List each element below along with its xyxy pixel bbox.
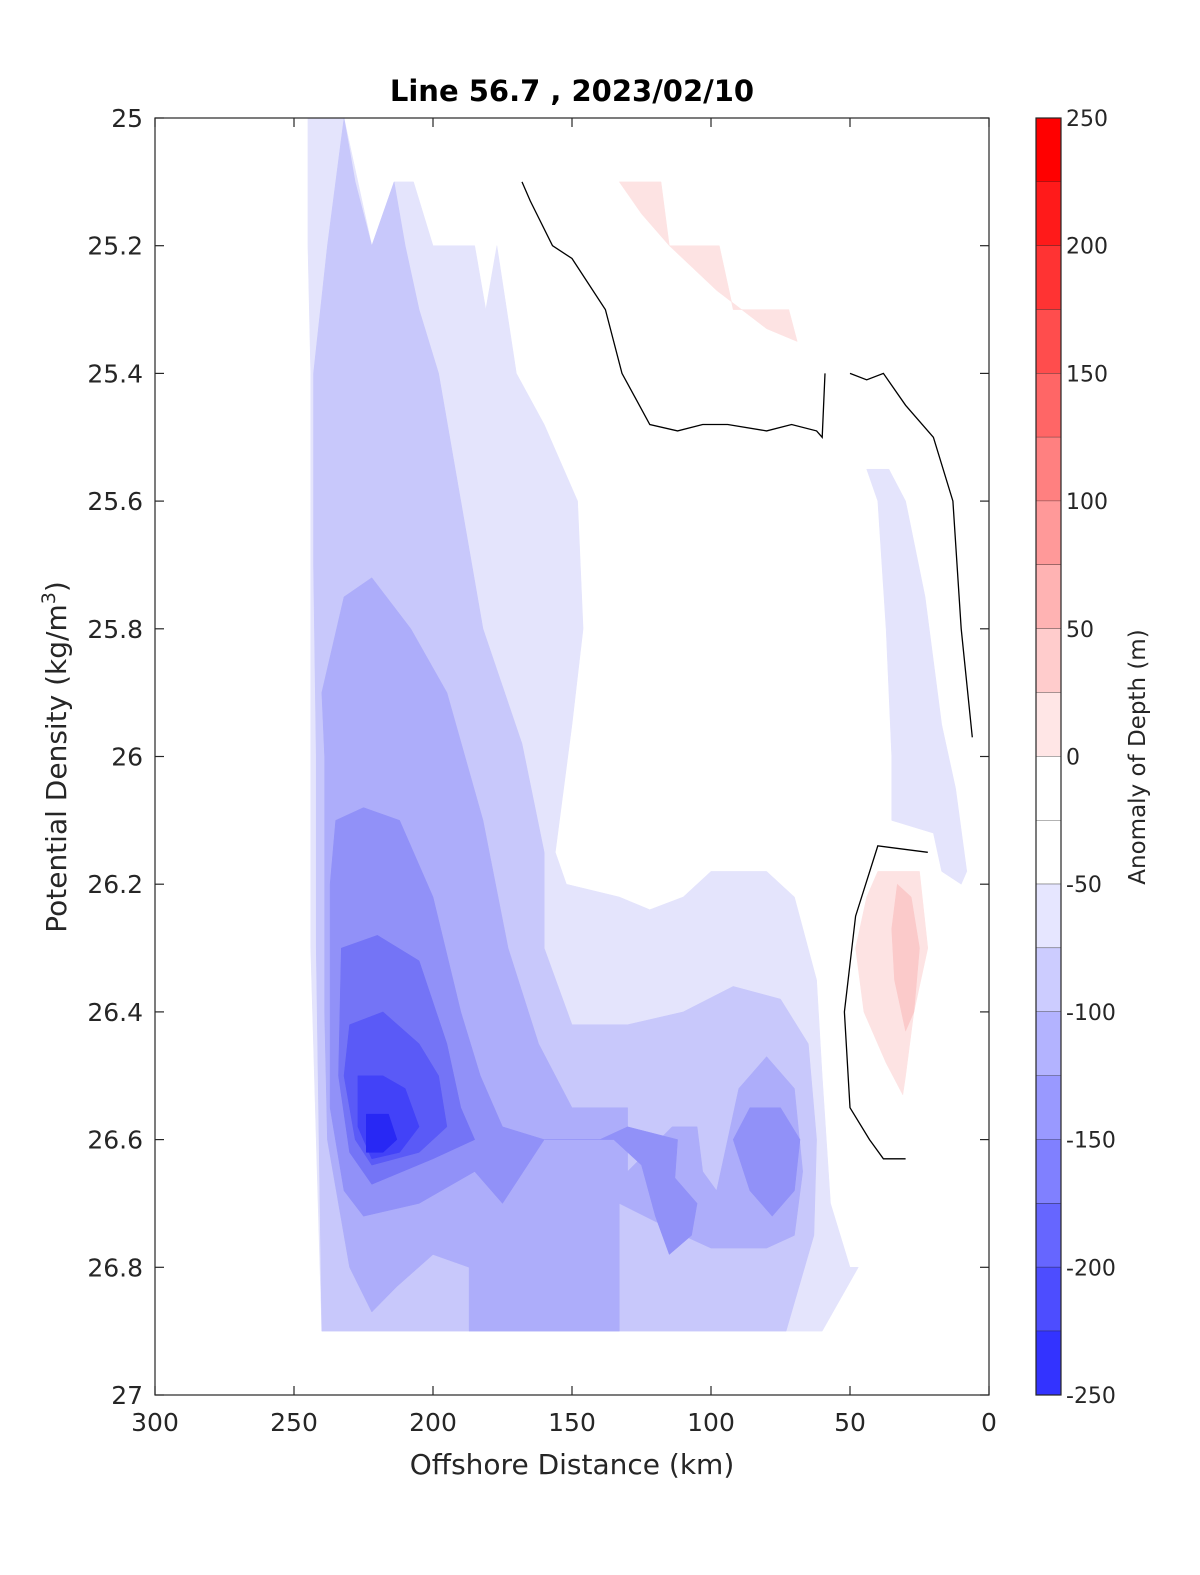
y-tick-label: 26 — [111, 743, 143, 772]
contour-regions — [307, 117, 968, 1332]
colorbar-tick-label: 150 — [1066, 362, 1108, 387]
colorbar-tick-label: 200 — [1066, 235, 1108, 260]
y-axis-label-suffix: ) — [40, 581, 73, 592]
colorbar-swatch — [1036, 245, 1061, 310]
colorbar-tick-label: 0 — [1066, 746, 1080, 771]
y-tick-label: 25.8 — [87, 615, 143, 644]
colorbar-swatch — [1036, 1075, 1061, 1140]
x-tick-label: 300 — [131, 1408, 179, 1437]
colorbar-swatch — [1036, 309, 1061, 374]
contour-region-9 — [366, 1113, 398, 1153]
colorbar-swatch — [1036, 373, 1061, 438]
y-axis-ticks: 25 25.2 25.4 25.6 25.8 26 26.2 26.4 26.6 26.8 27 — [87, 104, 989, 1410]
colorbar-swatch — [1036, 692, 1061, 757]
colorbar — [1036, 118, 1061, 1396]
contour-region-5 — [732, 1107, 801, 1217]
colorbar-tick-label: 250 — [1066, 107, 1108, 132]
colorbar-swatch — [1036, 820, 1061, 885]
colorbar-swatch — [1036, 437, 1061, 502]
colorbar-frame — [1035, 117, 1062, 1396]
colorbar-swatch — [1036, 1139, 1061, 1204]
y-tick-label: 26.2 — [87, 870, 143, 899]
colorbar-swatch — [1036, 884, 1061, 949]
x-tick-label: 0 — [981, 1408, 997, 1437]
colorbar-swatch — [1036, 1011, 1061, 1076]
colorbar-swatch — [1036, 948, 1061, 1012]
y-tick-label: 25.6 — [87, 487, 143, 516]
y-tick-label: 26.4 — [87, 998, 143, 1027]
x-tick-label: 150 — [548, 1408, 596, 1437]
y-axis-label-superscript: 3 — [38, 592, 60, 604]
colorbar-swatch — [1036, 181, 1061, 246]
x-axis-ticks: 300 250 200 150 100 50 0 — [131, 118, 997, 1437]
colorbar-ticks: 250 200 150 100 50 0 -50 -100 -150 -200 -250 — [1066, 107, 1116, 1409]
colorbar-swatch — [1036, 564, 1061, 629]
colorbar-swatch — [1036, 756, 1061, 821]
colorbar-tick-label: -50 — [1066, 873, 1102, 898]
colorbar-swatch — [1036, 501, 1061, 565]
contour-line-2 — [843, 845, 928, 1160]
colorbar-label: Anomaly of Depth (m) — [1125, 629, 1151, 884]
colorbar-tick-label: -250 — [1066, 1384, 1116, 1409]
colorbar-tick-label: 50 — [1066, 618, 1094, 643]
contour-lines — [521, 181, 973, 1160]
y-tick-label: 26.8 — [87, 1253, 143, 1282]
chart-title: Line 56.7 , 2023/02/10 — [390, 74, 754, 108]
x-tick-label: 50 — [834, 1408, 866, 1437]
x-tick-label: 250 — [270, 1408, 318, 1437]
y-axis-label: Potential Density (kg/m3) — [38, 581, 73, 933]
colorbar-tick-label: 100 — [1066, 490, 1108, 515]
contour-region-10 — [618, 181, 798, 342]
contour-line-1 — [849, 372, 973, 738]
colorbar-tick-label: -150 — [1066, 1129, 1116, 1154]
x-tick-label: 200 — [409, 1408, 457, 1437]
y-axis-label-main: Potential Density (kg/m — [40, 604, 73, 933]
x-tick-label: 100 — [687, 1408, 735, 1437]
colorbar-tick-label: -100 — [1066, 1001, 1116, 1026]
x-axis-label: Offshore Distance (km) — [410, 1448, 735, 1481]
colorbar-swatch — [1036, 118, 1061, 182]
y-tick-label: 25 — [111, 104, 143, 133]
y-tick-label: 27 — [111, 1381, 143, 1410]
contour-region-1 — [866, 468, 968, 885]
y-tick-label: 25.4 — [87, 359, 143, 388]
colorbar-swatch — [1036, 628, 1061, 693]
contour-region-12 — [891, 883, 920, 1032]
colorbar-swatch — [1036, 1267, 1061, 1332]
colorbar-swatch — [1036, 1203, 1061, 1268]
y-tick-label: 25.2 — [87, 232, 143, 261]
colorbar-swatch — [1036, 1331, 1061, 1395]
y-tick-label: 26.6 — [87, 1126, 143, 1155]
contour-line-0 — [521, 181, 826, 439]
colorbar-tick-label: -200 — [1066, 1256, 1116, 1281]
